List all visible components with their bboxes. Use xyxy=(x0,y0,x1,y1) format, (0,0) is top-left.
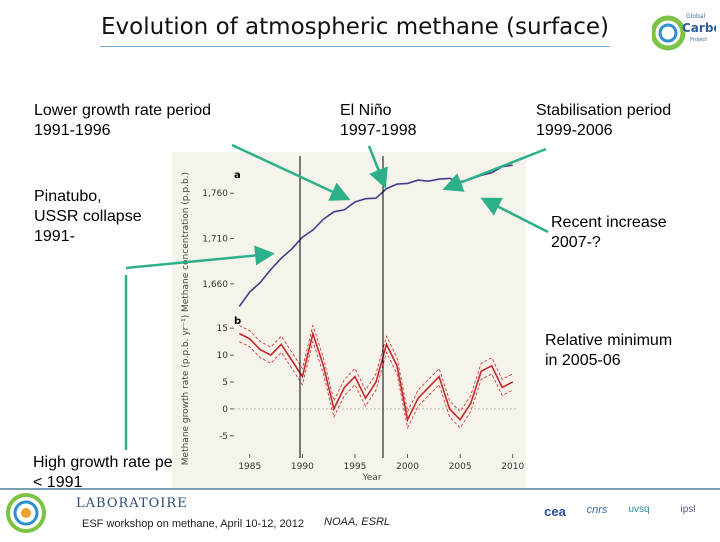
data-credit: NOAA, ESRL xyxy=(324,516,391,528)
arrow-lower-growth xyxy=(231,143,351,201)
arrow-pinatubo xyxy=(125,245,275,270)
series-growth-rate xyxy=(238,330,514,423)
annotation-line: Relative minimum xyxy=(545,332,673,349)
cnrs-logo: cnrs xyxy=(586,504,608,516)
panel-b-growth-rate: b Methane growth rate (p.p.b. yr⁻¹) 15 10… xyxy=(181,315,524,483)
panel-a-ytick-label: 1,660 xyxy=(202,280,228,290)
uvsq-logo: uvsq xyxy=(628,504,650,515)
x-axis-label: Year xyxy=(361,473,381,483)
annotation-stabilisation: Stabilisation period 1999-2006 xyxy=(536,101,671,141)
logo-word-3: Project xyxy=(690,37,707,43)
x-tick-label: 1990 xyxy=(291,462,314,472)
panel-a-label: a xyxy=(234,170,241,181)
series-growth-upper-bound xyxy=(239,324,513,413)
x-tick-label: 2000 xyxy=(396,462,419,472)
x-tick-label: 2005 xyxy=(449,462,472,472)
logo-word-2: Carbon xyxy=(682,21,716,35)
panel-a-ylabel: Methane concentration (p.p.b.) xyxy=(181,172,191,312)
cea-logo: cea xyxy=(544,504,566,519)
annotation-line: USSR collapse xyxy=(34,208,142,225)
annotation-line: High growth rate period xyxy=(33,454,200,471)
panel-b-ytick-label: 0 xyxy=(222,405,228,415)
panel-b-ylabel: Methane growth rate (p.p.b. yr⁻¹) xyxy=(181,315,191,465)
panel-b-ytick-label: 5 xyxy=(222,378,228,388)
annotation-relative-minimum: Relative minimum in 2005-06 xyxy=(545,331,672,371)
annotation-el-nino: El Niño 1997-1998 xyxy=(340,101,417,141)
panel-b-ytick-label: 10 xyxy=(217,351,229,361)
logo-word-1: Global xyxy=(686,13,705,20)
x-tick-label: 2010 xyxy=(501,462,524,472)
panel-a-ytick-label: 1,710 xyxy=(202,235,228,245)
arrow-stabilisation xyxy=(442,147,547,192)
annotation-line: 2007-? xyxy=(551,234,601,251)
laboratoire-logo xyxy=(6,493,46,533)
x-tick-label: 1985 xyxy=(238,462,261,472)
annotation-recent-increase: Recent increase 2007-? xyxy=(551,213,667,253)
annotation-high-growth: High growth rate period < 1991 xyxy=(33,453,200,493)
annotation-pinatubo: Pinatubo, USSR collapse 1991- xyxy=(34,187,142,247)
annotation-line: Recent increase xyxy=(551,214,667,231)
panel-b-ytick-label: 15 xyxy=(217,324,228,334)
series-growth-lower-bound xyxy=(239,340,513,430)
panel-b-label: b xyxy=(234,316,241,327)
footer-band xyxy=(0,488,720,542)
panel-a-ytick-label: 1,760 xyxy=(202,189,228,199)
title-underline xyxy=(100,46,610,47)
annotation-lower-growth: Lower growth rate period 1991-1996 xyxy=(34,101,211,141)
arrow-el-nino xyxy=(367,145,388,189)
annotation-line: 1991-1996 xyxy=(34,122,111,139)
annotation-line: Pinatubo, xyxy=(34,188,102,205)
annotation-line: in 2005-06 xyxy=(545,352,621,369)
arrow-recent-increase xyxy=(480,197,549,234)
methane-figure: a Methane concentration (p.p.b.) 1,760 1,… xyxy=(172,152,526,488)
ipsl-logo: ipsl xyxy=(680,504,696,515)
slide-title: Evolution of atmospheric methane (surfac… xyxy=(101,14,609,40)
panel-b-ytick-label: -5 xyxy=(219,432,228,442)
annotation-line: 1991- xyxy=(34,228,75,245)
annotation-line: El Niño xyxy=(340,102,392,119)
annotation-line: Stabilisation period xyxy=(536,102,672,119)
laboratoire-text: LABORATOIRE xyxy=(76,496,188,511)
annotation-line: 1999-2006 xyxy=(536,122,613,139)
footer-text: ESF workshop on methane, April 10-12, 20… xyxy=(82,518,304,530)
annotation-line: < 1991 xyxy=(33,474,83,491)
x-tick-label: 1995 xyxy=(344,462,367,472)
annotation-line: Lower growth rate period xyxy=(34,102,211,119)
global-carbon-project-logo: Global Carbon Project xyxy=(652,13,716,51)
annotation-line: 1997-1998 xyxy=(340,122,417,139)
